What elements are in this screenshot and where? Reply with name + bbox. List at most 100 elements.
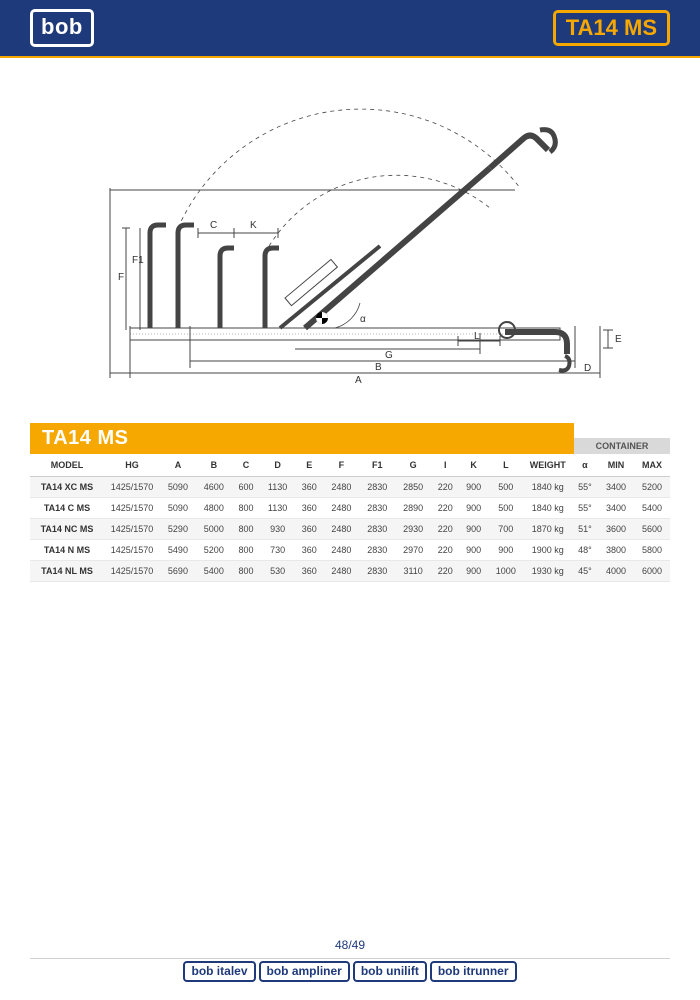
dim-label-g: G bbox=[385, 350, 393, 361]
dim-label-c: C bbox=[210, 220, 217, 231]
col-header: HG bbox=[104, 454, 160, 477]
container-label: CONTAINER bbox=[574, 438, 670, 454]
col-header: I bbox=[431, 454, 459, 477]
table-cell: 5400 bbox=[634, 498, 670, 519]
col-header: C bbox=[232, 454, 260, 477]
col-header: E bbox=[295, 454, 323, 477]
table-cell: 360 bbox=[295, 498, 323, 519]
table-cell: 900 bbox=[459, 477, 487, 498]
badge-text: TA14 MS bbox=[566, 15, 657, 41]
page-footer: 48/49 bob italevbob amplinerbob uniliftb… bbox=[0, 934, 700, 982]
table-cell: 220 bbox=[431, 477, 459, 498]
col-header: G bbox=[395, 454, 431, 477]
table-cell: 5200 bbox=[634, 477, 670, 498]
table-row: TA14 XC MS1425/1570509046006001130360248… bbox=[30, 477, 670, 498]
table-cell: 5690 bbox=[160, 561, 196, 582]
col-header: B bbox=[196, 454, 232, 477]
col-header: WEIGHT bbox=[524, 454, 572, 477]
table-title-bar: TA14 MS CONTAINER bbox=[30, 423, 670, 454]
brand-badge: bob ampliner bbox=[259, 961, 350, 982]
table-cell: 2890 bbox=[395, 498, 431, 519]
brand-badge: bob itrunner bbox=[430, 961, 517, 982]
table-cell: 730 bbox=[260, 540, 295, 561]
table-cell: 4800 bbox=[196, 498, 232, 519]
brand-badge: bob italev bbox=[183, 961, 255, 982]
dim-label-e: E bbox=[615, 334, 622, 345]
table-cell: 3110 bbox=[395, 561, 431, 582]
table-cell: 1425/1570 bbox=[104, 561, 160, 582]
spec-table: MODELHGABCDEFF1GIKLWEIGHTαMINMAX TA14 XC… bbox=[30, 454, 670, 582]
table-title: TA14 MS bbox=[30, 423, 574, 454]
col-header: MODEL bbox=[30, 454, 104, 477]
table-cell: 5400 bbox=[196, 561, 232, 582]
product-badge: TA14 MS bbox=[553, 10, 670, 46]
col-header: A bbox=[160, 454, 196, 477]
col-header: F bbox=[323, 454, 359, 477]
table-cell: 5600 bbox=[634, 519, 670, 540]
page-number: 48/49 bbox=[0, 934, 700, 958]
table-cell: 220 bbox=[431, 519, 459, 540]
table-cell: 2970 bbox=[395, 540, 431, 561]
table-cell: 900 bbox=[488, 540, 524, 561]
spec-table-section: TA14 MS CONTAINER MODELHGABCDEFF1GIKLWEI… bbox=[30, 423, 670, 582]
table-cell: 1425/1570 bbox=[104, 519, 160, 540]
col-header: L bbox=[488, 454, 524, 477]
table-cell: 360 bbox=[295, 561, 323, 582]
table-cell: 800 bbox=[232, 561, 260, 582]
table-cell: 900 bbox=[459, 540, 487, 561]
table-cell: 5290 bbox=[160, 519, 196, 540]
table-cell: 6000 bbox=[634, 561, 670, 582]
table-cell: 2930 bbox=[395, 519, 431, 540]
table-cell: 5490 bbox=[160, 540, 196, 561]
logo-text: bob bbox=[41, 14, 83, 40]
table-cell: 700 bbox=[488, 519, 524, 540]
footer-brands: bob italevbob amplinerbob uniliftbob itr… bbox=[183, 961, 516, 982]
dim-label-l: L bbox=[474, 331, 480, 342]
table-cell: 1870 kg bbox=[524, 519, 572, 540]
page-header: bob TA14 MS bbox=[0, 0, 700, 58]
table-cell: 48° bbox=[572, 540, 598, 561]
table-cell: 3400 bbox=[598, 498, 634, 519]
table-cell: 51° bbox=[572, 519, 598, 540]
table-cell: 220 bbox=[431, 498, 459, 519]
table-cell: 2480 bbox=[323, 519, 359, 540]
table-cell: 1900 kg bbox=[524, 540, 572, 561]
col-header: F1 bbox=[359, 454, 395, 477]
table-cell: TA14 N MS bbox=[30, 540, 104, 561]
table-cell: 800 bbox=[232, 498, 260, 519]
table-cell: 1425/1570 bbox=[104, 477, 160, 498]
table-cell: 1425/1570 bbox=[104, 540, 160, 561]
table-cell: 530 bbox=[260, 561, 295, 582]
table-cell: TA14 NL MS bbox=[30, 561, 104, 582]
table-cell: 1840 kg bbox=[524, 498, 572, 519]
table-cell: 2480 bbox=[323, 498, 359, 519]
table-cell: 2480 bbox=[323, 477, 359, 498]
table-cell: 5090 bbox=[160, 477, 196, 498]
dim-label-f1: F1 bbox=[132, 255, 144, 266]
table-cell: 220 bbox=[431, 540, 459, 561]
col-header: D bbox=[260, 454, 295, 477]
table-cell: 800 bbox=[232, 540, 260, 561]
table-cell: 4000 bbox=[598, 561, 634, 582]
table-cell: 1840 kg bbox=[524, 477, 572, 498]
table-cell: 1930 kg bbox=[524, 561, 572, 582]
table-cell: TA14 XC MS bbox=[30, 477, 104, 498]
dim-label-d: D bbox=[584, 363, 591, 374]
table-cell: 55° bbox=[572, 498, 598, 519]
table-cell: 5200 bbox=[196, 540, 232, 561]
table-cell: 500 bbox=[488, 477, 524, 498]
table-cell: 5090 bbox=[160, 498, 196, 519]
table-cell: 2830 bbox=[359, 561, 395, 582]
table-cell: 2830 bbox=[359, 540, 395, 561]
table-cell: 5000 bbox=[196, 519, 232, 540]
table-cell: 220 bbox=[431, 561, 459, 582]
table-cell: 1425/1570 bbox=[104, 498, 160, 519]
table-cell: 900 bbox=[459, 561, 487, 582]
dim-label-alpha: α bbox=[360, 314, 366, 325]
table-cell: 2850 bbox=[395, 477, 431, 498]
logo-box: bob bbox=[30, 9, 94, 47]
table-row: TA14 N MS1425/15705490520080073036024802… bbox=[30, 540, 670, 561]
table-cell: 360 bbox=[295, 519, 323, 540]
dim-label-k: K bbox=[250, 220, 257, 231]
table-cell: 3400 bbox=[598, 477, 634, 498]
